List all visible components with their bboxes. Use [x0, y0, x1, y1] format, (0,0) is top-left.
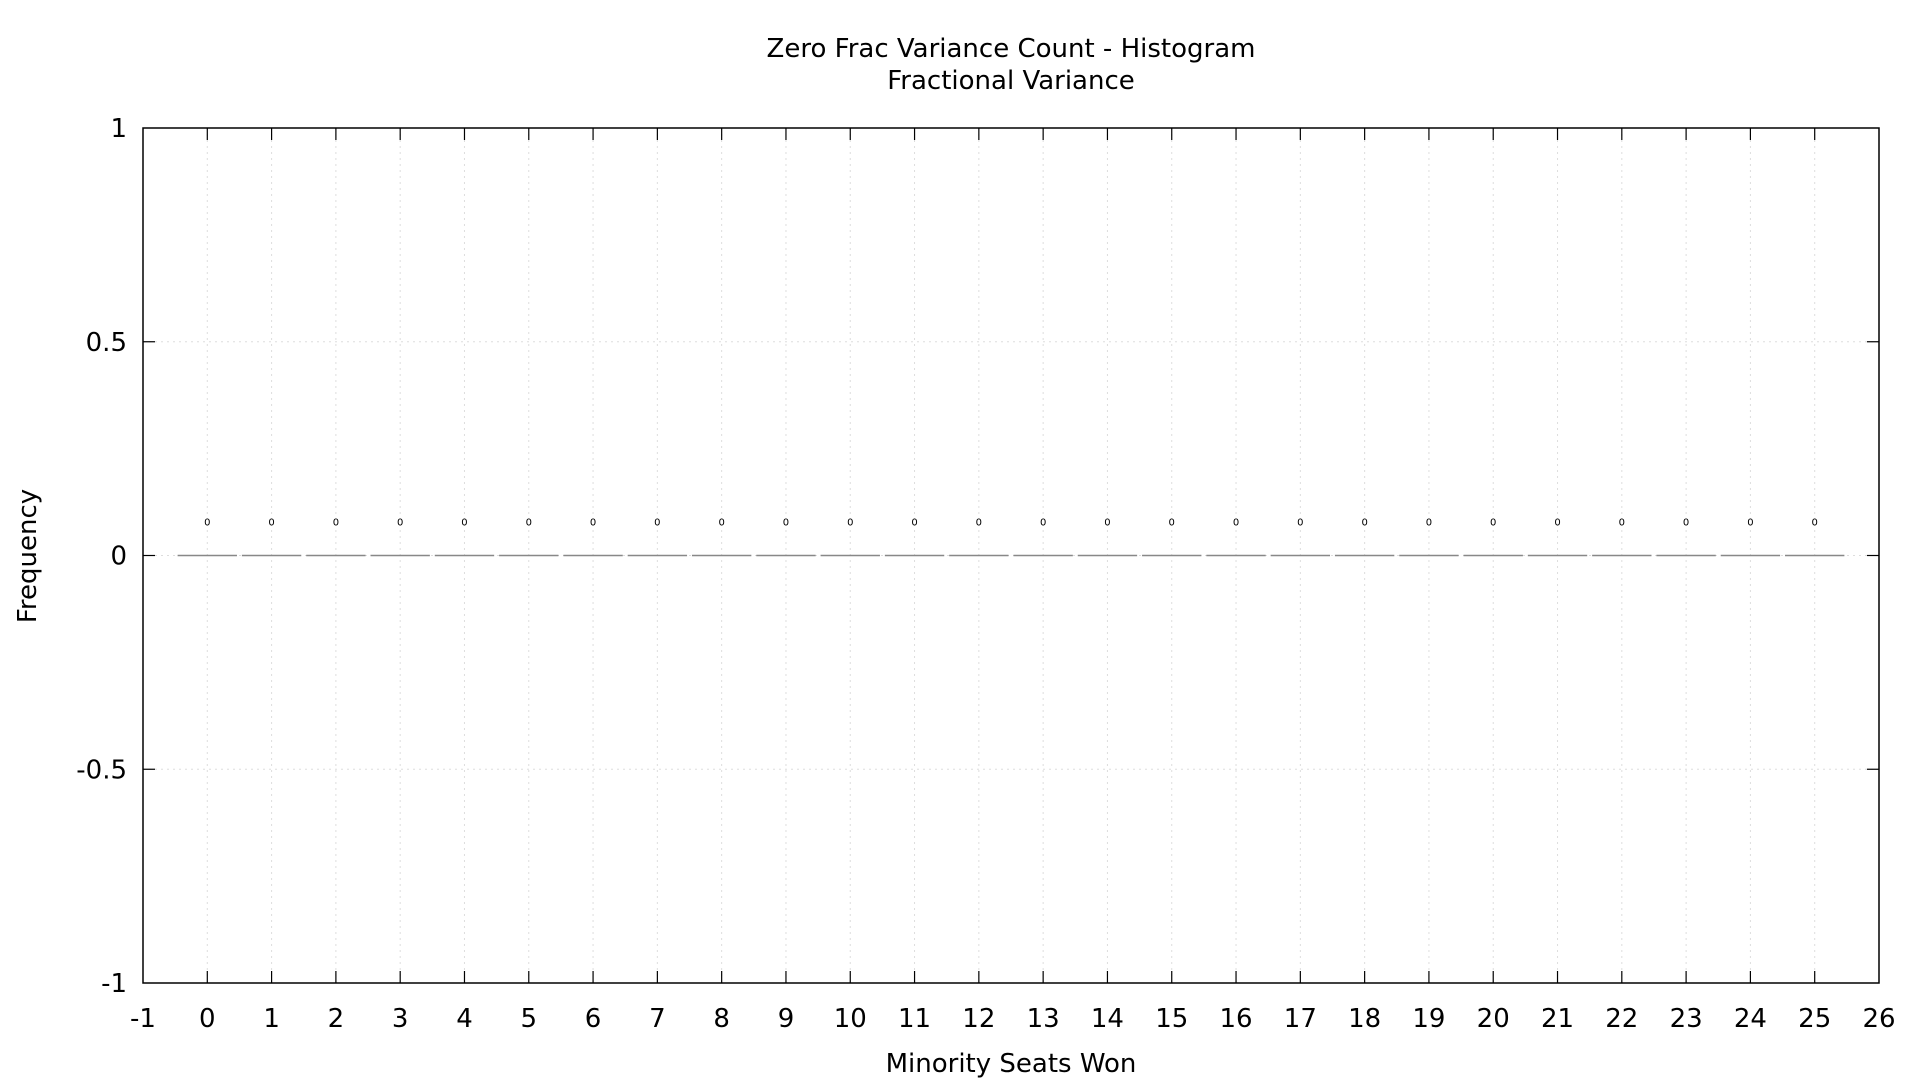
x-tick-label: 24	[1734, 1004, 1767, 1034]
x-tick-label: 21	[1541, 1004, 1574, 1034]
bar-value-label: 0	[1490, 518, 1496, 529]
bar-value-label: 0	[1426, 518, 1432, 529]
x-tick-label: 15	[1155, 1004, 1188, 1034]
bar-value-label: 0	[1361, 518, 1367, 529]
x-tick-label: 13	[1027, 1004, 1060, 1034]
x-tick-label: -1	[130, 1004, 156, 1034]
bar-value-label: 0	[847, 518, 853, 529]
bar-value-label: 0	[333, 518, 339, 529]
bar-value-label: 0	[1040, 518, 1046, 529]
bar-value-label: 0	[1812, 518, 1818, 529]
x-tick-label: 10	[834, 1004, 867, 1034]
x-tick-label: 4	[456, 1004, 473, 1034]
chart-title: Zero Frac Variance Count - Histogram	[767, 34, 1256, 64]
bar-value-label: 0	[1169, 518, 1175, 529]
y-tick-label: 0	[110, 542, 127, 572]
bar-value-label: 0	[204, 518, 210, 529]
x-tick-label: 25	[1798, 1004, 1831, 1034]
bar-value-label: 0	[461, 518, 467, 529]
bar-value-label: 0	[1683, 518, 1689, 529]
x-tick-label: 12	[962, 1004, 995, 1034]
bar-value-label: 0	[1619, 518, 1625, 529]
x-tick-label: 18	[1348, 1004, 1381, 1034]
x-tick-label: 6	[585, 1004, 602, 1034]
x-tick-label: 8	[713, 1004, 730, 1034]
x-tick-label: 11	[898, 1004, 931, 1034]
x-tick-label: 1	[263, 1004, 280, 1034]
x-tick-label: 0	[199, 1004, 216, 1034]
x-tick-label: 19	[1412, 1004, 1445, 1034]
bar-value-label: 0	[1104, 518, 1110, 529]
x-tick-label: 26	[1862, 1004, 1895, 1034]
data-labels: 0 0 0 0 0 0 0 0 0 0 0 0 0 0 0 0 0 0 0 0 0 0 0 0 0 0	[204, 518, 1818, 529]
bar-value-label: 0	[911, 518, 917, 529]
x-tick-label: 14	[1091, 1004, 1124, 1034]
chart-subtitle: Fractional Variance	[887, 66, 1135, 96]
x-axis-label: Minority Seats Won	[886, 1049, 1137, 1079]
x-tick-label: 22	[1605, 1004, 1638, 1034]
x-tick-label: 17	[1284, 1004, 1317, 1034]
x-tick-label: 20	[1477, 1004, 1510, 1034]
y-tick-label: 0.5	[86, 328, 127, 358]
bar-value-label: 0	[976, 518, 982, 529]
bar-value-label: 0	[1747, 518, 1753, 529]
x-tick-label: 16	[1219, 1004, 1252, 1034]
x-tick-label: 5	[521, 1004, 538, 1034]
bar-value-label: 0	[1233, 518, 1239, 529]
bar-value-label: 0	[654, 518, 660, 529]
bar-value-label: 0	[526, 518, 532, 529]
bar-value-label: 0	[783, 518, 789, 529]
bar-value-label: 0	[1297, 518, 1303, 529]
bar-value-label: 0	[718, 518, 724, 529]
bar-value-label: 0	[397, 518, 403, 529]
x-tick-label: 7	[649, 1004, 666, 1034]
bar-value-label: 0	[590, 518, 596, 529]
bar-value-label: 0	[268, 518, 274, 529]
y-tick-label: 1	[110, 114, 127, 144]
y-tick-label: -1	[101, 969, 127, 999]
y-tick-label: -0.5	[76, 755, 127, 785]
x-tick-label: 9	[778, 1004, 795, 1034]
x-tick-label: 23	[1670, 1004, 1703, 1034]
x-tick-label: 3	[392, 1004, 409, 1034]
x-tick-label: 2	[328, 1004, 345, 1034]
bar-value-label: 0	[1554, 518, 1560, 529]
y-axis-label: Frequency	[13, 489, 43, 623]
